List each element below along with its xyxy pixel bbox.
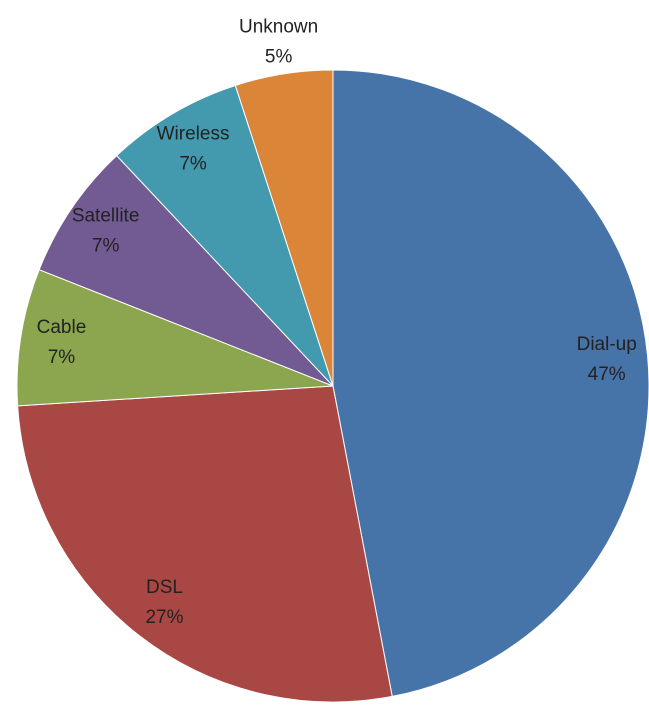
slice-label: DSL bbox=[146, 577, 183, 598]
pie-slice bbox=[17, 385, 393, 703]
value-label: 47% bbox=[588, 364, 626, 385]
value-label: 27% bbox=[145, 607, 183, 628]
pie-slice bbox=[115, 84, 334, 387]
slice-label: Dial-up bbox=[577, 334, 637, 355]
value-label: 7% bbox=[92, 235, 120, 256]
slice-label: Satellite bbox=[72, 205, 140, 226]
pie-slice bbox=[16, 269, 334, 407]
slice-label: Unknown bbox=[239, 17, 318, 38]
pie-slice bbox=[38, 154, 334, 387]
slice-label: Cable bbox=[37, 317, 87, 338]
value-label: 5% bbox=[265, 47, 293, 68]
slice-label: Wireless bbox=[157, 123, 230, 144]
pie-slice bbox=[332, 69, 649, 697]
value-label: 7% bbox=[48, 347, 76, 368]
pie-slice bbox=[234, 69, 334, 387]
value-label: 7% bbox=[179, 153, 207, 174]
